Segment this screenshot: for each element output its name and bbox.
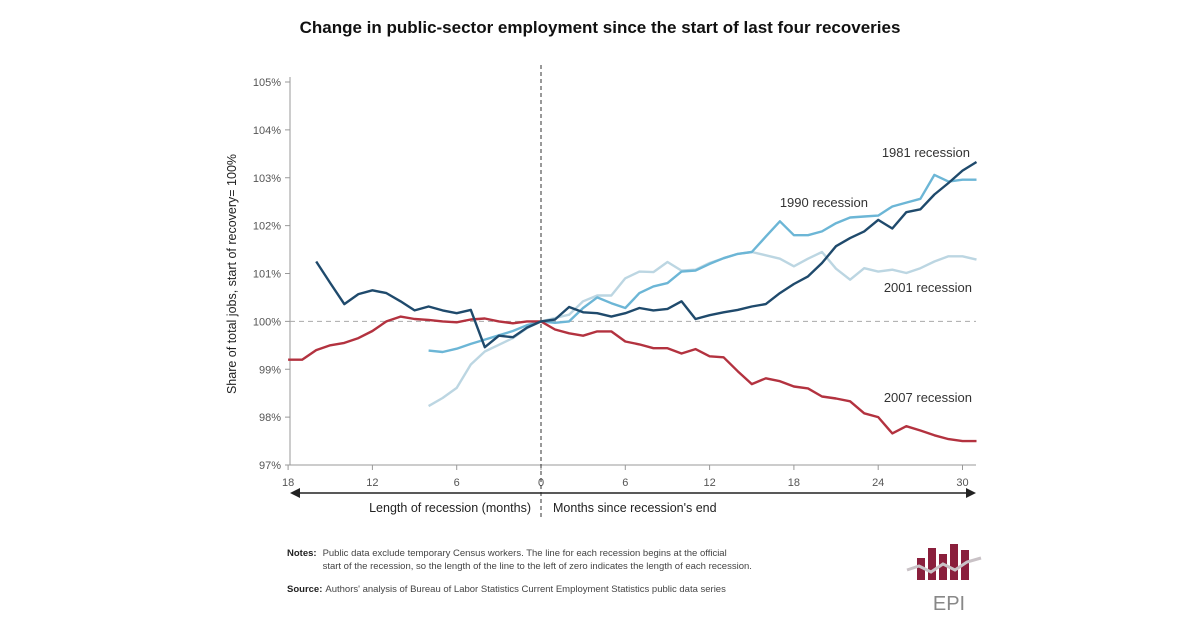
x-tick-label: 6: [622, 477, 628, 489]
source-label: Source:: [287, 584, 323, 595]
y-tick-label: 98%: [259, 412, 281, 424]
y-tick-label: 103%: [253, 173, 281, 185]
source-text: Authors' analysis of Bureau of Labor Sta…: [325, 584, 726, 595]
notes-label: Notes:: [287, 548, 317, 559]
epi-logo: EPI: [905, 540, 985, 615]
y-tick-label: 99%: [259, 364, 281, 376]
series-label-1990-recession: 1990 recession: [780, 195, 868, 210]
y-tick-label: 97%: [259, 460, 281, 472]
x-tick-label: 30: [956, 477, 968, 489]
arrow-right-icon: [966, 488, 976, 498]
x-tick-label: 12: [366, 477, 378, 489]
x-axis-label-left: Length of recession (months): [369, 501, 531, 515]
svg-text:EPI: EPI: [933, 593, 965, 615]
line-chart: 97% 98% 99% 100% 101% 102% 103% 104% 105% 18 12 6 0 6…: [225, 65, 978, 517]
series-label-2007-recession: 2007 recession: [884, 390, 972, 405]
y-tick-label: 100%: [253, 316, 281, 328]
series-line-1981-recession: [315, 160, 978, 349]
y-tick-label: 105%: [253, 77, 281, 89]
x-tick-label: 24: [872, 477, 884, 489]
series-line-2001-recession: [427, 250, 977, 408]
y-axis-label: Share of total jobs, start of recovery= …: [225, 154, 239, 394]
series-line-1990-recession: [428, 173, 977, 354]
notes-line-2: start of the recession, so the length of…: [322, 561, 752, 572]
notes-block: Notes: Public data exclude temporary Cen…: [287, 547, 752, 596]
y-tick-label: 102%: [253, 221, 281, 233]
x-tick-label: 18: [788, 477, 800, 489]
x-tick-label: 6: [454, 477, 460, 489]
series-line-2007-recession: [288, 315, 977, 443]
x-axis-label-right: Months since recession's end: [553, 501, 717, 515]
y-tick-label: 104%: [253, 125, 281, 137]
notes-line-1: Public data exclude temporary Census wor…: [322, 548, 727, 559]
y-tick-label: 101%: [253, 269, 281, 281]
x-tick-label: 12: [703, 477, 715, 489]
x-tick-label: 18: [282, 477, 294, 489]
series-label-2001-recession: 2001 recession: [884, 280, 972, 295]
epi-logo-mark: EPI: [906, 544, 982, 615]
x-tick-label: 0: [538, 477, 544, 489]
series-label-1981-recession: 1981 recession: [882, 145, 970, 160]
chart-title: Change in public-sector employment since…: [299, 18, 901, 37]
arrow-left-icon: [290, 488, 300, 498]
